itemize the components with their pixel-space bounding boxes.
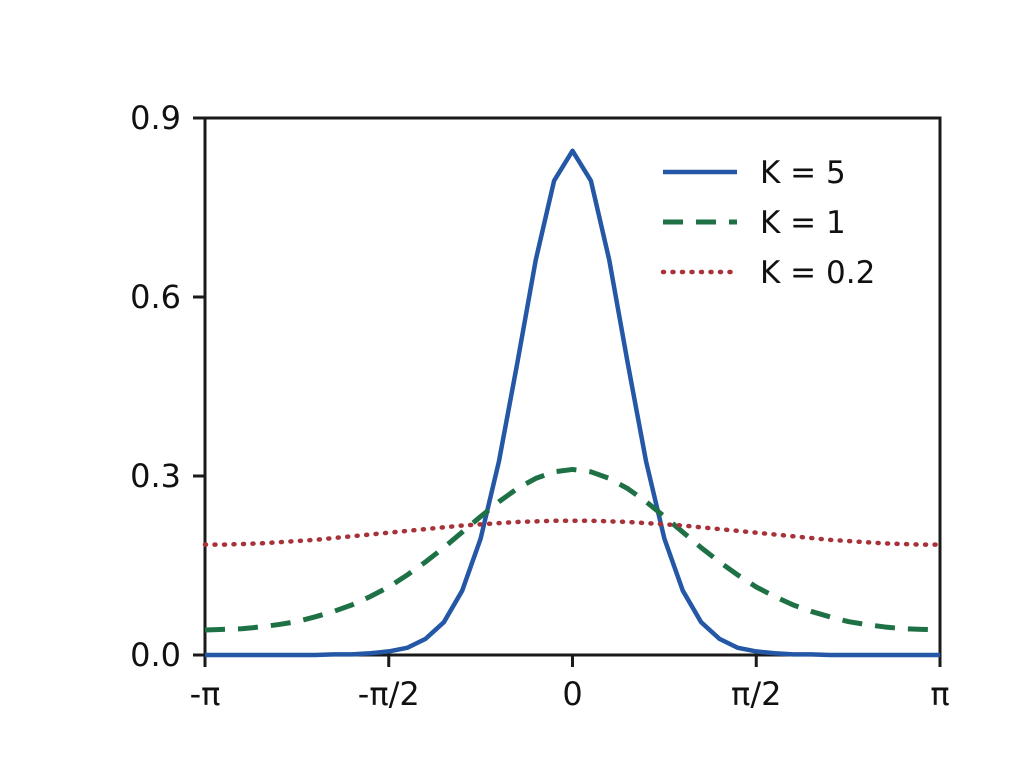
y-tick-label: 0.0 (130, 636, 181, 674)
y-tick-label: 0.6 (130, 278, 181, 316)
x-tick-label: -π/2 (358, 675, 420, 713)
x-tick-label: 0 (562, 675, 582, 713)
series-group (202, 148, 943, 658)
legend-label: K = 5 (760, 155, 846, 191)
legend: K = 5 K = 1 K = 0.2 (660, 155, 875, 291)
y-tick-label: 0.9 (130, 99, 181, 137)
y-axis-ticks: 0.0 0.3 0.6 0.9 (130, 99, 205, 674)
legend-label: K = 0.2 (760, 255, 875, 291)
series-line-k-0.2 (202, 518, 943, 547)
x-tick-label: -π (190, 675, 221, 713)
series-line-k-1 (204, 466, 941, 633)
y-tick-label: 0.3 (130, 457, 181, 495)
series-line-k-5 (205, 148, 940, 658)
x-tick-label: π (930, 675, 949, 713)
legend-label: K = 1 (760, 205, 846, 241)
x-tick-label: π/2 (731, 675, 781, 713)
x-axis-ticks: -π -π/2 0 π/2 π (190, 655, 950, 713)
plot-frame (203, 116, 942, 657)
